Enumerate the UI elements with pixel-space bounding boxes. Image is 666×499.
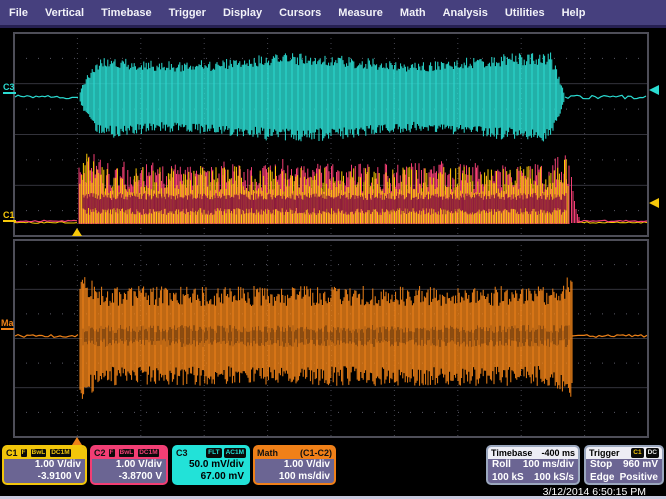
timebase-title: Timebase bbox=[491, 448, 533, 458]
trigger-type: Edge bbox=[590, 471, 615, 483]
channel-box-c2[interactable]: C2 F BwL DC1M 1.00 V/div -3.8700 V bbox=[90, 445, 168, 485]
trigger-position-marker-top[interactable] bbox=[72, 228, 82, 236]
c1-badge-f: F bbox=[19, 448, 28, 458]
timebase-perdiv: 100 ms/div bbox=[522, 459, 574, 470]
trace-c1c2-overlap bbox=[82, 193, 567, 215]
trace-c3 bbox=[79, 52, 565, 142]
math-timebase: 100 ms/div bbox=[278, 471, 330, 482]
menu-analysis[interactable]: Analysis bbox=[442, 6, 488, 19]
menu-display[interactable]: Display bbox=[222, 6, 263, 19]
timebase-rate: 100 kS/s bbox=[533, 471, 574, 483]
c3-offset: 67.00 mV bbox=[200, 471, 244, 482]
math-label: Math bbox=[257, 448, 278, 458]
trigger-position-marker-bottom[interactable] bbox=[72, 437, 82, 445]
menu-file[interactable]: File bbox=[9, 6, 28, 19]
c3-badge-ac1m: AC1M bbox=[223, 448, 246, 458]
menu-measure[interactable]: Measure bbox=[338, 6, 383, 19]
c1-scale: 1.00 V/div bbox=[34, 459, 81, 470]
menu-utilities[interactable]: Utilities bbox=[504, 6, 545, 19]
c2-offset: -3.8700 V bbox=[118, 471, 162, 482]
menu-cursors[interactable]: Cursors bbox=[279, 6, 322, 19]
menu-timebase[interactable]: Timebase bbox=[101, 6, 152, 19]
c1-offset: -3.9100 V bbox=[37, 471, 81, 482]
c2-scale: 1.00 V/div bbox=[115, 459, 162, 470]
trigger-title: Trigger bbox=[589, 448, 620, 458]
channel-box-math[interactable]: Math (C1-C2) 1.00 V/div 100 ms/div bbox=[253, 445, 336, 485]
menu-vertical[interactable]: Vertical bbox=[44, 6, 85, 19]
menu-bar: File Vertical Timebase Trigger Display C… bbox=[0, 0, 666, 28]
menu-math[interactable]: Math bbox=[399, 6, 426, 19]
timebase-offset: -400 ms bbox=[541, 448, 575, 458]
c3-offset-marker[interactable] bbox=[649, 85, 659, 95]
c3-label: C3 bbox=[176, 448, 188, 458]
c3-scale: 50.0 mV/div bbox=[188, 459, 244, 470]
math-function: (C1-C2) bbox=[299, 448, 332, 458]
menu-help[interactable]: Help bbox=[561, 6, 586, 19]
timebase-mode: Roll bbox=[492, 459, 511, 470]
timebase-box[interactable]: Timebase -400 ms Roll 100 ms/div 100 kS … bbox=[486, 445, 580, 485]
menu-trigger[interactable]: Trigger bbox=[168, 6, 206, 19]
trace-math-overlap bbox=[82, 325, 570, 347]
c1-badge-bwl: BwL bbox=[29, 448, 48, 458]
timebase-samples: 100 kS bbox=[492, 471, 524, 483]
screen-bottom-edge bbox=[0, 496, 666, 499]
c2-badge-bwl: BwL bbox=[117, 448, 136, 458]
math-scale: 1.00 V/div bbox=[283, 459, 330, 470]
trigger-level: 960 mV bbox=[622, 459, 658, 470]
trigger-slope: Positive bbox=[619, 471, 658, 483]
trigger-coupling-badge: DC bbox=[645, 448, 659, 458]
channel-box-c1[interactable]: C1 F BwL DC1M 1.00 V/div -3.9100 V bbox=[2, 445, 87, 485]
c2-badge-f: F bbox=[107, 448, 116, 458]
trace-label-math: Ma bbox=[1, 318, 14, 328]
channel-box-c3[interactable]: C3 FLT AC1M 50.0 mV/div 67.00 mV bbox=[172, 445, 250, 485]
trigger-level-marker[interactable] bbox=[649, 198, 659, 208]
c1-badge-dc1m: DC1M bbox=[49, 448, 72, 458]
trace-label-c1: C1 bbox=[3, 210, 15, 220]
c2-label: C2 bbox=[94, 448, 106, 458]
trigger-source-badge: C1 bbox=[631, 448, 644, 458]
trigger-state: Stop bbox=[590, 459, 613, 470]
datetime: 3/12/2014 6:50:15 PM bbox=[542, 486, 646, 498]
trace-label-c3: C3 bbox=[3, 82, 15, 92]
c3-badge-flt: FLT bbox=[206, 448, 222, 458]
trace-c2 bbox=[78, 154, 580, 224]
waveform-display[interactable]: C3 C1 Ma bbox=[0, 28, 666, 445]
trigger-box[interactable]: Trigger C1 DC Stop 960 mV Edge Positive bbox=[584, 445, 664, 485]
c1-label: C1 bbox=[6, 448, 18, 458]
c2-badge-dc1m: DC1M bbox=[137, 448, 160, 458]
